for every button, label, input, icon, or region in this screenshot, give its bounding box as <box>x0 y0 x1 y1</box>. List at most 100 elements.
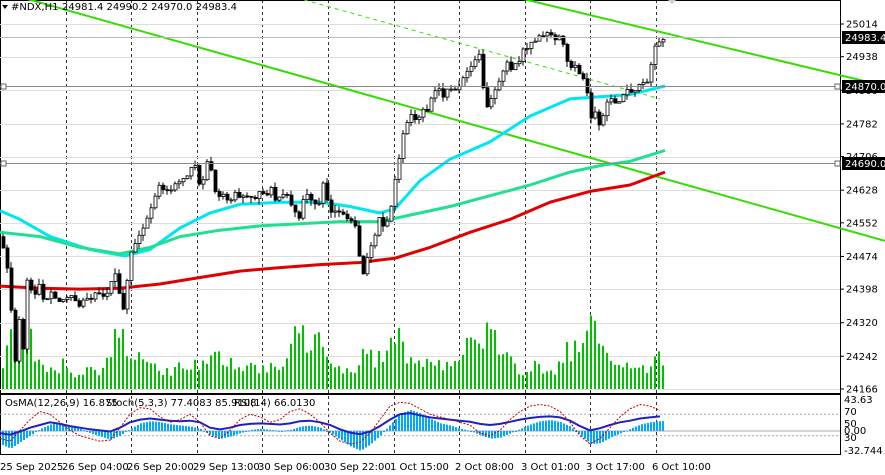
candle-body[interactable] <box>529 41 534 49</box>
candle-body[interactable] <box>1 236 6 249</box>
candle-body[interactable] <box>469 65 474 72</box>
candle-body[interactable] <box>125 280 130 310</box>
candle-body[interactable] <box>177 181 182 185</box>
candle-body[interactable] <box>561 35 566 45</box>
candle-body[interactable] <box>209 161 214 171</box>
candle-body[interactable] <box>165 189 170 192</box>
candle-body[interactable] <box>353 220 358 227</box>
candle-body[interactable] <box>17 319 22 362</box>
candle-body[interactable] <box>385 220 390 227</box>
candle-body[interactable] <box>121 292 126 310</box>
candle-body[interactable] <box>109 281 114 294</box>
candle-body[interactable] <box>129 251 134 281</box>
candle-body[interactable] <box>185 175 190 179</box>
candle-body[interactable] <box>405 122 410 135</box>
candle-body[interactable] <box>437 88 442 92</box>
candle-body[interactable] <box>113 273 118 282</box>
candle-body[interactable] <box>361 255 366 275</box>
candle-body[interactable] <box>649 64 654 83</box>
candle-body[interactable] <box>141 227 146 236</box>
candle-body[interactable] <box>365 257 370 275</box>
candle-body[interactable] <box>25 279 30 350</box>
candle-body[interactable] <box>541 35 546 38</box>
candle-body[interactable] <box>653 45 658 65</box>
candle-body[interactable] <box>661 38 666 43</box>
candle-body[interactable] <box>569 60 574 68</box>
candle-body[interactable] <box>425 108 430 112</box>
candle-body[interactable] <box>505 61 510 72</box>
candle-body[interactable] <box>225 193 230 201</box>
candle-body[interactable] <box>413 114 418 121</box>
candle-body[interactable] <box>53 291 58 299</box>
candle-body[interactable] <box>73 295 78 302</box>
candle-body[interactable] <box>61 299 66 302</box>
candle-body[interactable] <box>181 178 186 183</box>
candle-body[interactable] <box>489 98 494 108</box>
candle-body[interactable] <box>449 88 454 91</box>
candle-body[interactable] <box>453 88 458 91</box>
candle-body[interactable] <box>205 161 210 181</box>
candle-body[interactable] <box>373 234 378 247</box>
candle-body[interactable] <box>285 193 290 196</box>
candle-body[interactable] <box>573 64 578 68</box>
candle-body[interactable] <box>105 292 110 297</box>
candle-body[interactable] <box>533 40 538 43</box>
candle-body[interactable] <box>537 35 542 42</box>
candle-body[interactable] <box>429 97 434 112</box>
candle-body[interactable] <box>77 300 82 307</box>
candle-body[interactable] <box>213 169 218 192</box>
candle-body[interactable] <box>617 101 622 104</box>
candle-body[interactable] <box>625 89 630 96</box>
candle-body[interactable] <box>621 94 626 102</box>
candle-body[interactable] <box>493 89 498 99</box>
candle-body[interactable] <box>193 165 198 168</box>
candle-body[interactable] <box>589 92 594 119</box>
candle-body[interactable] <box>277 196 282 201</box>
candle-body[interactable] <box>85 297 90 301</box>
candle-body[interactable] <box>629 89 634 93</box>
candle-body[interactable] <box>369 245 374 258</box>
candle-body[interactable] <box>521 48 526 62</box>
candle-body[interactable] <box>637 83 642 91</box>
candle-body[interactable] <box>237 191 242 198</box>
candle-body[interactable] <box>301 199 306 219</box>
candle-body[interactable] <box>189 167 194 177</box>
candle-body[interactable] <box>461 77 466 87</box>
candle-body[interactable] <box>613 98 618 104</box>
candle-body[interactable] <box>465 70 470 79</box>
candle-body[interactable] <box>577 64 582 75</box>
candle-body[interactable] <box>81 299 86 307</box>
candle-body[interactable] <box>309 193 314 201</box>
candle-body[interactable] <box>481 53 486 89</box>
candle-body[interactable] <box>473 59 478 67</box>
candle-body[interactable] <box>549 32 554 36</box>
candle-body[interactable] <box>337 210 342 213</box>
candle-body[interactable] <box>217 191 222 197</box>
candle-body[interactable] <box>517 61 522 65</box>
candle-body[interactable] <box>13 309 18 362</box>
candle-body[interactable] <box>545 32 550 37</box>
candle-body[interactable] <box>197 165 202 185</box>
candle-body[interactable] <box>69 295 74 298</box>
candle-body[interactable] <box>5 247 10 269</box>
candle-body[interactable] <box>313 199 318 205</box>
candle-body[interactable] <box>93 292 98 300</box>
candle-body[interactable] <box>509 61 514 71</box>
candle-body[interactable] <box>513 63 518 71</box>
candle-body[interactable] <box>233 191 238 201</box>
candle-body[interactable] <box>329 199 334 213</box>
candle-body[interactable] <box>433 90 438 99</box>
candle-body[interactable] <box>485 87 490 108</box>
candle-body[interactable] <box>641 82 646 85</box>
candle-body[interactable] <box>397 158 402 180</box>
candle-body[interactable] <box>445 88 450 98</box>
candle-body[interactable] <box>477 53 482 61</box>
candle-body[interactable] <box>325 182 330 201</box>
price-level-handle[interactable] <box>0 160 7 167</box>
candle-body[interactable] <box>29 279 34 291</box>
candle-body[interactable] <box>593 111 598 119</box>
candle-body[interactable] <box>609 98 614 103</box>
candle-body[interactable] <box>305 193 310 200</box>
candle-body[interactable] <box>173 183 178 191</box>
candle-body[interactable] <box>597 111 602 126</box>
